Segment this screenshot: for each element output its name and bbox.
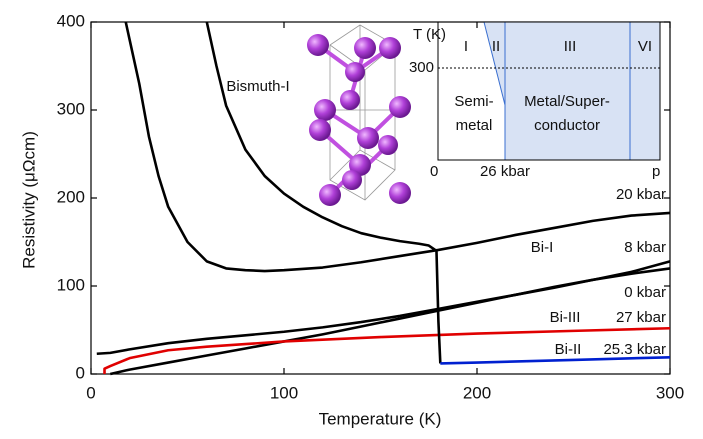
phase-label: I bbox=[464, 38, 468, 55]
series-label: 8 kbar bbox=[624, 239, 666, 256]
series-line bbox=[96, 260, 671, 356]
series-label: 25.3 kbar bbox=[603, 341, 666, 358]
y-axis-label: Resistivity (μΩcm) bbox=[19, 131, 38, 269]
phase-label: Bi-I bbox=[531, 239, 554, 256]
phase-label: II bbox=[492, 38, 500, 55]
series-label: 20 kbar bbox=[616, 186, 666, 203]
series-line bbox=[124, 21, 671, 273]
inset-x-label: p bbox=[652, 163, 660, 180]
series-line bbox=[205, 21, 442, 364]
y-tick-label: 200 bbox=[57, 187, 85, 206]
inset-tick: 26 kbar bbox=[480, 163, 530, 180]
series-label: 27 kbar bbox=[616, 309, 666, 326]
inset: T (K) 300 0 26 kbar p I II III VI Semi- … bbox=[409, 21, 661, 180]
x-axis-label: Temperature (K) bbox=[319, 409, 442, 428]
plot-area: 0 100 200 300 0 100 200 300 400 20 kbar Bi-I 8 kbar… bbox=[57, 11, 685, 402]
region-label: Metal/Super- bbox=[524, 93, 610, 110]
series-label: 0 kbar bbox=[624, 284, 666, 301]
phase-label: Bi-III bbox=[550, 309, 581, 326]
y-tick-label: 100 bbox=[57, 275, 85, 294]
x-tick-label: 300 bbox=[656, 383, 684, 402]
x-tick-label: 200 bbox=[463, 383, 491, 402]
series-line bbox=[110, 267, 671, 376]
x-tick-label: 0 bbox=[86, 383, 95, 402]
region-label: Semi- bbox=[454, 93, 493, 110]
inset-origin: 0 bbox=[430, 163, 438, 180]
y-tick-label: 0 bbox=[76, 363, 85, 382]
series-line bbox=[103, 326, 671, 374]
phase-label: III bbox=[564, 38, 577, 55]
phase-label: Bi-II bbox=[555, 341, 582, 358]
phase-label: VI bbox=[638, 38, 652, 55]
structure-label: Bismuth-I bbox=[226, 78, 289, 95]
region-label: conductor bbox=[534, 117, 600, 134]
series-line bbox=[440, 355, 671, 365]
crystal bbox=[307, 24, 411, 206]
y-tick-label: 300 bbox=[57, 99, 85, 118]
inset-y-label: T (K) bbox=[413, 26, 446, 43]
region-label: metal bbox=[456, 117, 493, 134]
x-tick-label: 100 bbox=[270, 383, 298, 402]
inset-tick: 300 bbox=[409, 59, 434, 76]
y-tick-label: 400 bbox=[57, 11, 85, 30]
